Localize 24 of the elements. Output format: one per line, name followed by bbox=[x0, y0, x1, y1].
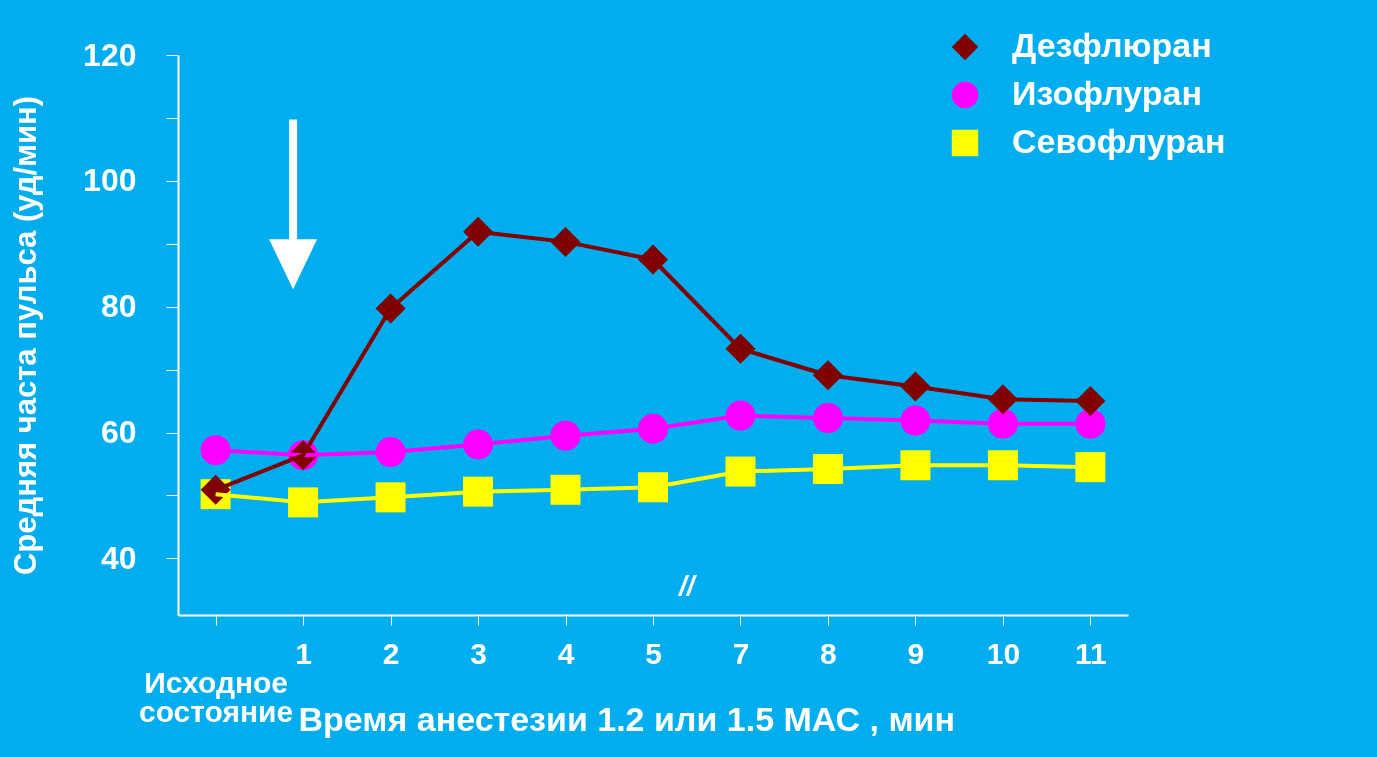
x-tick-label: 4 bbox=[557, 636, 575, 670]
x-axis-title: Время анестезии 1.2 или 1.5 МАС , мин bbox=[298, 699, 956, 738]
x-tick-label: 2 bbox=[382, 636, 400, 670]
y-tick-label: 60 bbox=[100, 414, 137, 451]
y-tick-label: 40 bbox=[100, 539, 137, 576]
x-tick-label: 3 bbox=[470, 636, 487, 670]
y-tick-label: 80 bbox=[100, 288, 137, 325]
legend-label: Дезфлюран bbox=[1012, 26, 1212, 64]
point bbox=[1075, 452, 1106, 483]
x-tick-label: 10 bbox=[986, 636, 1021, 670]
y-axis-title: Средняя часта пульса (уд/мин) bbox=[8, 95, 44, 576]
x-tick-label: 1 bbox=[295, 636, 312, 670]
x-tick-label: 7 bbox=[732, 636, 750, 670]
annotation: // bbox=[676, 570, 698, 601]
x-tick-label: Исходное состояние bbox=[138, 665, 294, 728]
x-tick-label: 5 bbox=[645, 636, 662, 670]
x-tick-label: 8 bbox=[820, 636, 837, 670]
x-tick-label: 9 bbox=[907, 636, 925, 670]
legend-label: Изофлуран bbox=[1012, 74, 1202, 112]
point bbox=[200, 435, 231, 466]
legend-label: Севофлуран bbox=[1012, 122, 1226, 160]
x-tick-label: 11 bbox=[1075, 636, 1107, 670]
y-tick-label: 120 bbox=[83, 36, 137, 73]
y-tick-label: 100 bbox=[83, 162, 137, 199]
